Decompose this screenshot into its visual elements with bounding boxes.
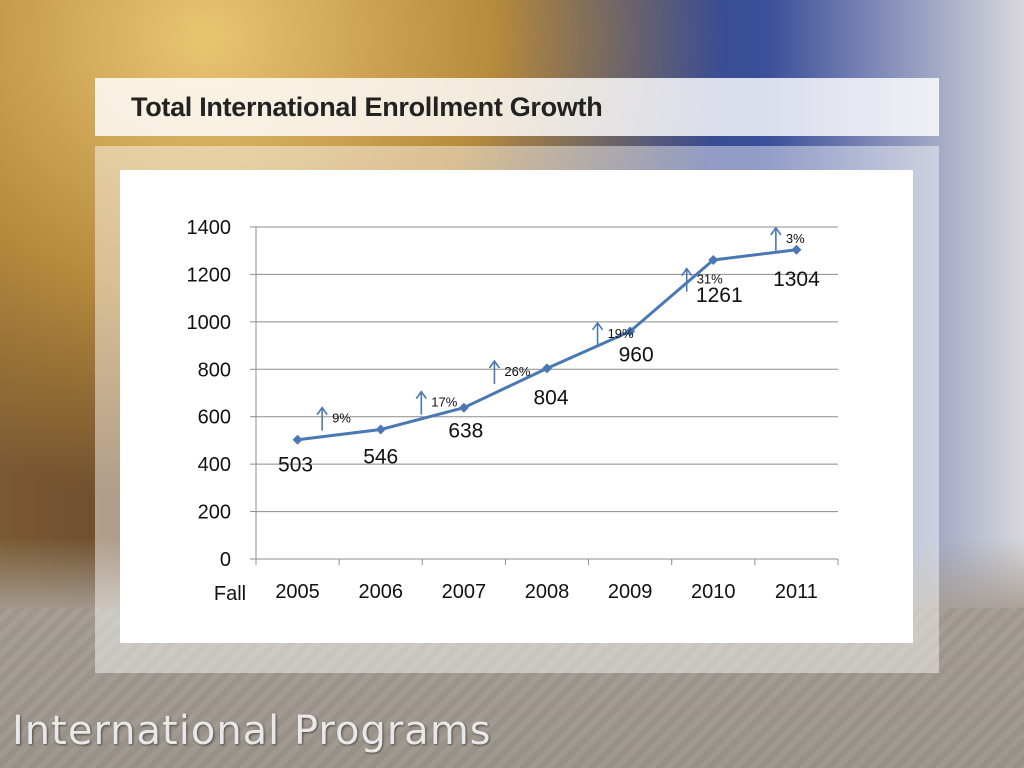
growth-label-2007: 17%: [431, 395, 457, 410]
up-arrow-icon: [770, 226, 782, 251]
y-tick-label-800: 800: [198, 359, 231, 381]
data-label-2006: 546: [363, 446, 398, 469]
up-arrow-head: [415, 390, 427, 400]
x-tick-label-2007: 2007: [442, 581, 487, 603]
data-label-2008: 804: [533, 386, 568, 409]
up-arrow-head: [488, 359, 501, 369]
growth-label-2010: 31%: [697, 272, 723, 287]
y-tick-label-400: 400: [198, 454, 231, 476]
growth-annotation-2008: 26%: [488, 359, 531, 385]
data-labels: 503 546 638 804 960 1261 1304: [278, 268, 820, 477]
data-point-2007: [458, 402, 469, 413]
x-tick-label-2009: 2009: [608, 581, 653, 603]
axes: 0 200 400 600 800 1000 1200 1400 2005 2006 2007 200…: [187, 217, 839, 605]
data-point-2008: [542, 363, 552, 374]
data-label-2005: 503: [278, 454, 313, 477]
up-arrow-icon: [591, 321, 604, 346]
y-tick-label-1000: 1000: [187, 312, 232, 334]
x-tick-label-2010: 2010: [691, 581, 736, 603]
growth-annotation-2007: 17%: [415, 390, 458, 415]
growth-label-2008: 26%: [504, 364, 530, 379]
data-point-2011: [791, 244, 802, 255]
growth-label-2006: 9%: [332, 411, 351, 426]
growth-annotation-2009: 19%: [591, 321, 634, 346]
data-label-2010: 1261: [696, 284, 743, 307]
y-tick-label-600: 600: [198, 407, 231, 429]
up-arrow-icon: [681, 267, 693, 292]
series-enrollment: [292, 244, 802, 445]
chart-panel: [120, 170, 913, 643]
up-arrow-head: [770, 226, 782, 236]
y-tick-label-0: 0: [220, 549, 231, 571]
data-label-2011: 1304: [773, 268, 820, 291]
growth-annotation-2006: 9%: [316, 406, 351, 431]
up-arrow-head: [681, 267, 693, 277]
title-band: [95, 78, 939, 136]
x-tick-label-2006: 2006: [358, 581, 403, 603]
x-axis-label: Fall: [214, 583, 246, 605]
up-arrow-head: [591, 321, 604, 331]
data-point-2010: [708, 254, 719, 265]
up-arrow-icon: [415, 390, 427, 415]
data-point-2009: [625, 326, 636, 337]
x-tick-label-2011: 2011: [775, 581, 818, 603]
growth-label-2011: 3%: [786, 231, 805, 246]
data-label-2007: 638: [448, 420, 483, 443]
growth-annotation-2010: 31%: [681, 267, 723, 292]
slide-title: Total International Enrollment Growth: [131, 92, 603, 122]
y-tick-label-200: 200: [198, 502, 231, 524]
x-tick-label-2005: 2005: [275, 581, 320, 603]
up-arrow-head: [316, 406, 328, 416]
y-tick-label-1400: 1400: [187, 217, 232, 239]
up-arrow-icon: [488, 359, 501, 385]
growth-annotations: 9% 17% 26% 19% 31% 3%: [316, 226, 805, 431]
y-tick-label-1200: 1200: [187, 264, 232, 286]
growth-annotation-2011: 3%: [770, 226, 805, 251]
x-tick-label-2008: 2008: [525, 581, 570, 603]
data-point-2005: [292, 434, 303, 445]
growth-label-2009: 19%: [608, 326, 634, 341]
up-arrow-icon: [316, 406, 328, 431]
data-label-2009: 960: [619, 343, 654, 366]
brand-footer: International Programs: [12, 708, 492, 754]
data-point-2006: [375, 424, 386, 435]
